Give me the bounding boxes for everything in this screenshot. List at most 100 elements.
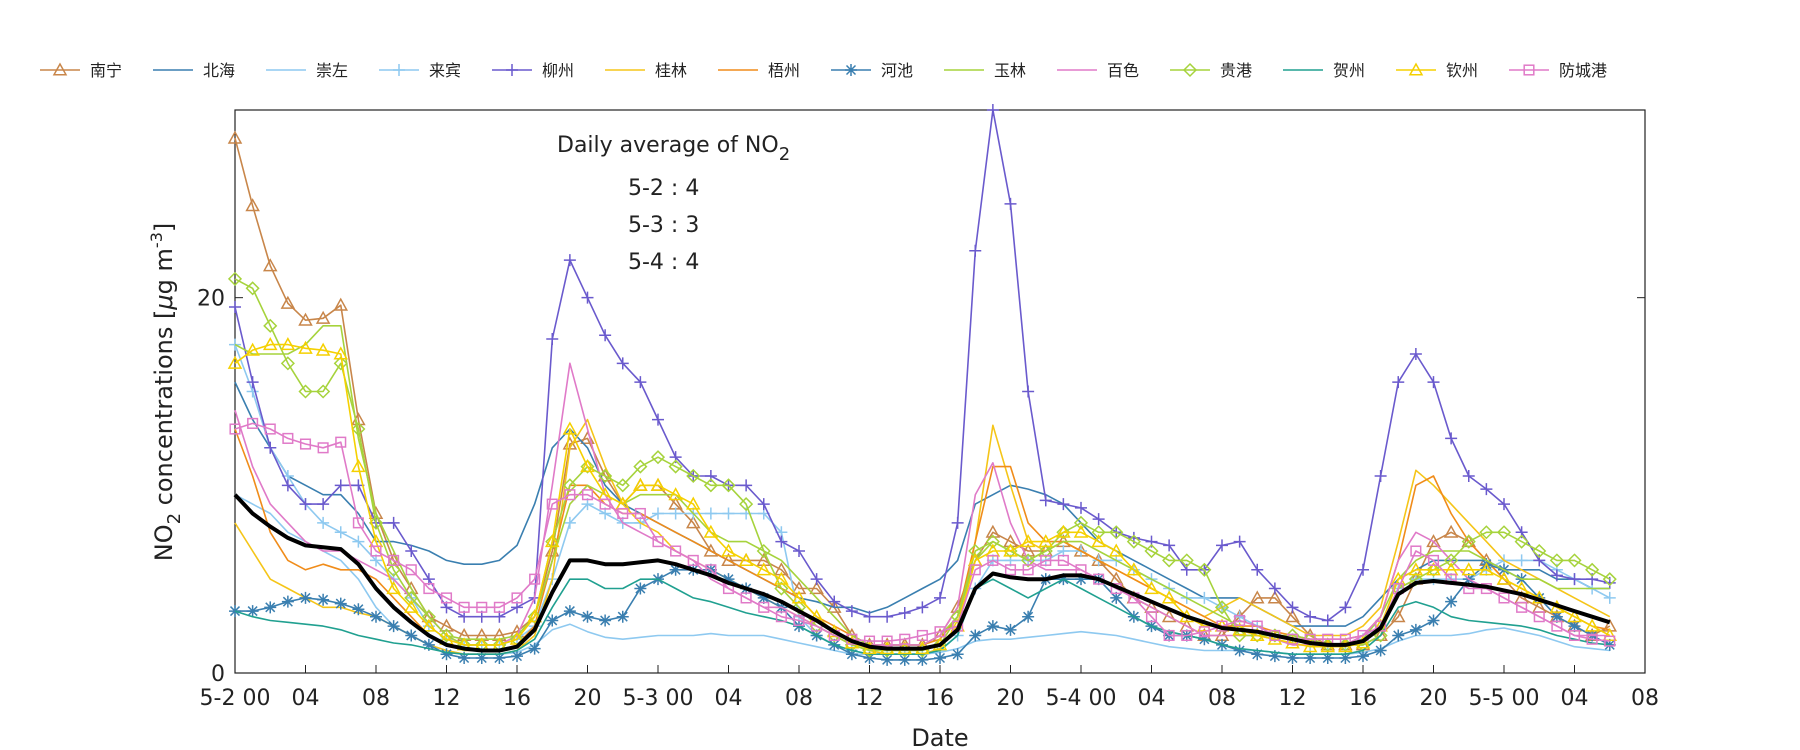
star-marker [1321, 651, 1334, 664]
square-marker [1498, 592, 1510, 604]
diamond-marker [1549, 553, 1564, 568]
x-tick-label: 12 [856, 686, 884, 711]
triangle-marker [1126, 562, 1142, 576]
triangle-marker [1249, 627, 1265, 642]
series-Average [233, 493, 1611, 653]
plus-marker [1498, 498, 1510, 511]
series-line [234, 428, 1610, 652]
plus-marker [916, 601, 929, 614]
legend-label: 百色 [1107, 61, 1139, 80]
diamond-marker [968, 543, 983, 559]
star-marker [1550, 610, 1563, 623]
triangle-marker [1408, 562, 1424, 576]
square-marker [1604, 635, 1616, 647]
triangle-marker [1443, 524, 1459, 538]
series-贵港 [227, 271, 1617, 658]
x-tick-label: 20 [574, 686, 602, 711]
star-marker [916, 653, 929, 666]
square-marker [458, 601, 470, 613]
star-marker [581, 610, 594, 623]
star-marker [1392, 629, 1405, 642]
plus-marker [1286, 601, 1299, 614]
plus-marker [246, 376, 259, 389]
legend-item: 玉林 [944, 61, 1026, 80]
series-lines [227, 104, 1618, 666]
triangle-marker [703, 524, 719, 538]
legend-label: 玉林 [994, 61, 1026, 80]
diamond-marker [1073, 515, 1089, 530]
plus-marker [1568, 573, 1581, 586]
legend-label: 防城港 [1559, 61, 1607, 80]
star-marker [934, 651, 946, 664]
plus-marker [1057, 498, 1070, 511]
triangle-marker [721, 543, 736, 557]
series-line [233, 493, 1611, 653]
triangle-marker [439, 618, 454, 632]
triangle-marker [298, 312, 313, 326]
star-marker [669, 563, 682, 576]
annotation-title: Daily average of NO2 [557, 133, 790, 165]
square-marker [335, 436, 347, 448]
star-marker [546, 614, 559, 627]
diamond-marker [263, 318, 278, 333]
legend-label: 梧州 [768, 61, 800, 80]
plus-marker [1039, 494, 1052, 507]
plus-marker [652, 413, 664, 426]
triangle-marker [280, 295, 296, 309]
triangle-marker [738, 552, 754, 566]
plus-marker [898, 606, 911, 619]
triangle-marker [280, 337, 296, 351]
triangle-marker [1161, 590, 1177, 604]
square-marker [899, 633, 911, 645]
square-marker [1057, 554, 1069, 566]
star-marker [246, 605, 259, 618]
legend-label: 河池 [881, 61, 913, 80]
triangle-marker [1567, 609, 1582, 623]
triangle-marker [721, 552, 736, 566]
diamond-marker [1303, 632, 1318, 647]
diamond-marker [633, 459, 648, 474]
square-marker [1040, 554, 1052, 566]
plus-marker [722, 507, 735, 520]
square-marker [440, 592, 453, 604]
legend-item: 梧州 [718, 61, 800, 80]
legend-item: 钦州 [1396, 61, 1478, 80]
triangle-marker [809, 581, 824, 595]
plus-marker [229, 301, 241, 314]
triangle-marker [1584, 618, 1600, 632]
triangle-marker [597, 468, 613, 482]
triangle-marker [633, 477, 648, 491]
triangle-marker [1302, 639, 1318, 653]
triangle-marker [403, 599, 419, 613]
square-marker [1163, 629, 1175, 642]
plus-marker [863, 610, 876, 623]
triangle-marker [1426, 534, 1441, 548]
star-marker [1427, 614, 1440, 627]
triangle-marker [262, 258, 278, 272]
diamond-marker [1038, 543, 1053, 559]
triangle-marker [562, 421, 578, 435]
legend-item: 贵港 [1170, 61, 1252, 80]
diamond-marker [298, 384, 313, 399]
legend-item: 南宁 [40, 61, 122, 80]
star-marker [1022, 610, 1035, 623]
annotation-line-1: 5-2 : 4 [628, 176, 699, 201]
square-marker [546, 498, 558, 510]
star-marker [986, 620, 999, 633]
diamond-marker [650, 450, 666, 465]
diamond-marker [1444, 553, 1459, 568]
x-tick-label: 04 [715, 686, 743, 711]
triangle-marker [1056, 524, 1071, 538]
triangle-marker [245, 198, 260, 212]
daily-average-annotation: Daily average of NO2 5-2 : 4 5-3 : 3 5-4… [557, 133, 790, 275]
diamond-marker [703, 478, 718, 493]
triangle-marker [386, 581, 401, 595]
triangle-marker [1091, 534, 1106, 548]
series-贺州 [234, 578, 1610, 656]
triangle-marker [1602, 627, 1618, 642]
x-tick-label: 20 [997, 686, 1025, 711]
x-tick-label: 08 [785, 686, 813, 711]
legend-label: 贵港 [1220, 61, 1252, 80]
star-marker [1339, 651, 1352, 664]
